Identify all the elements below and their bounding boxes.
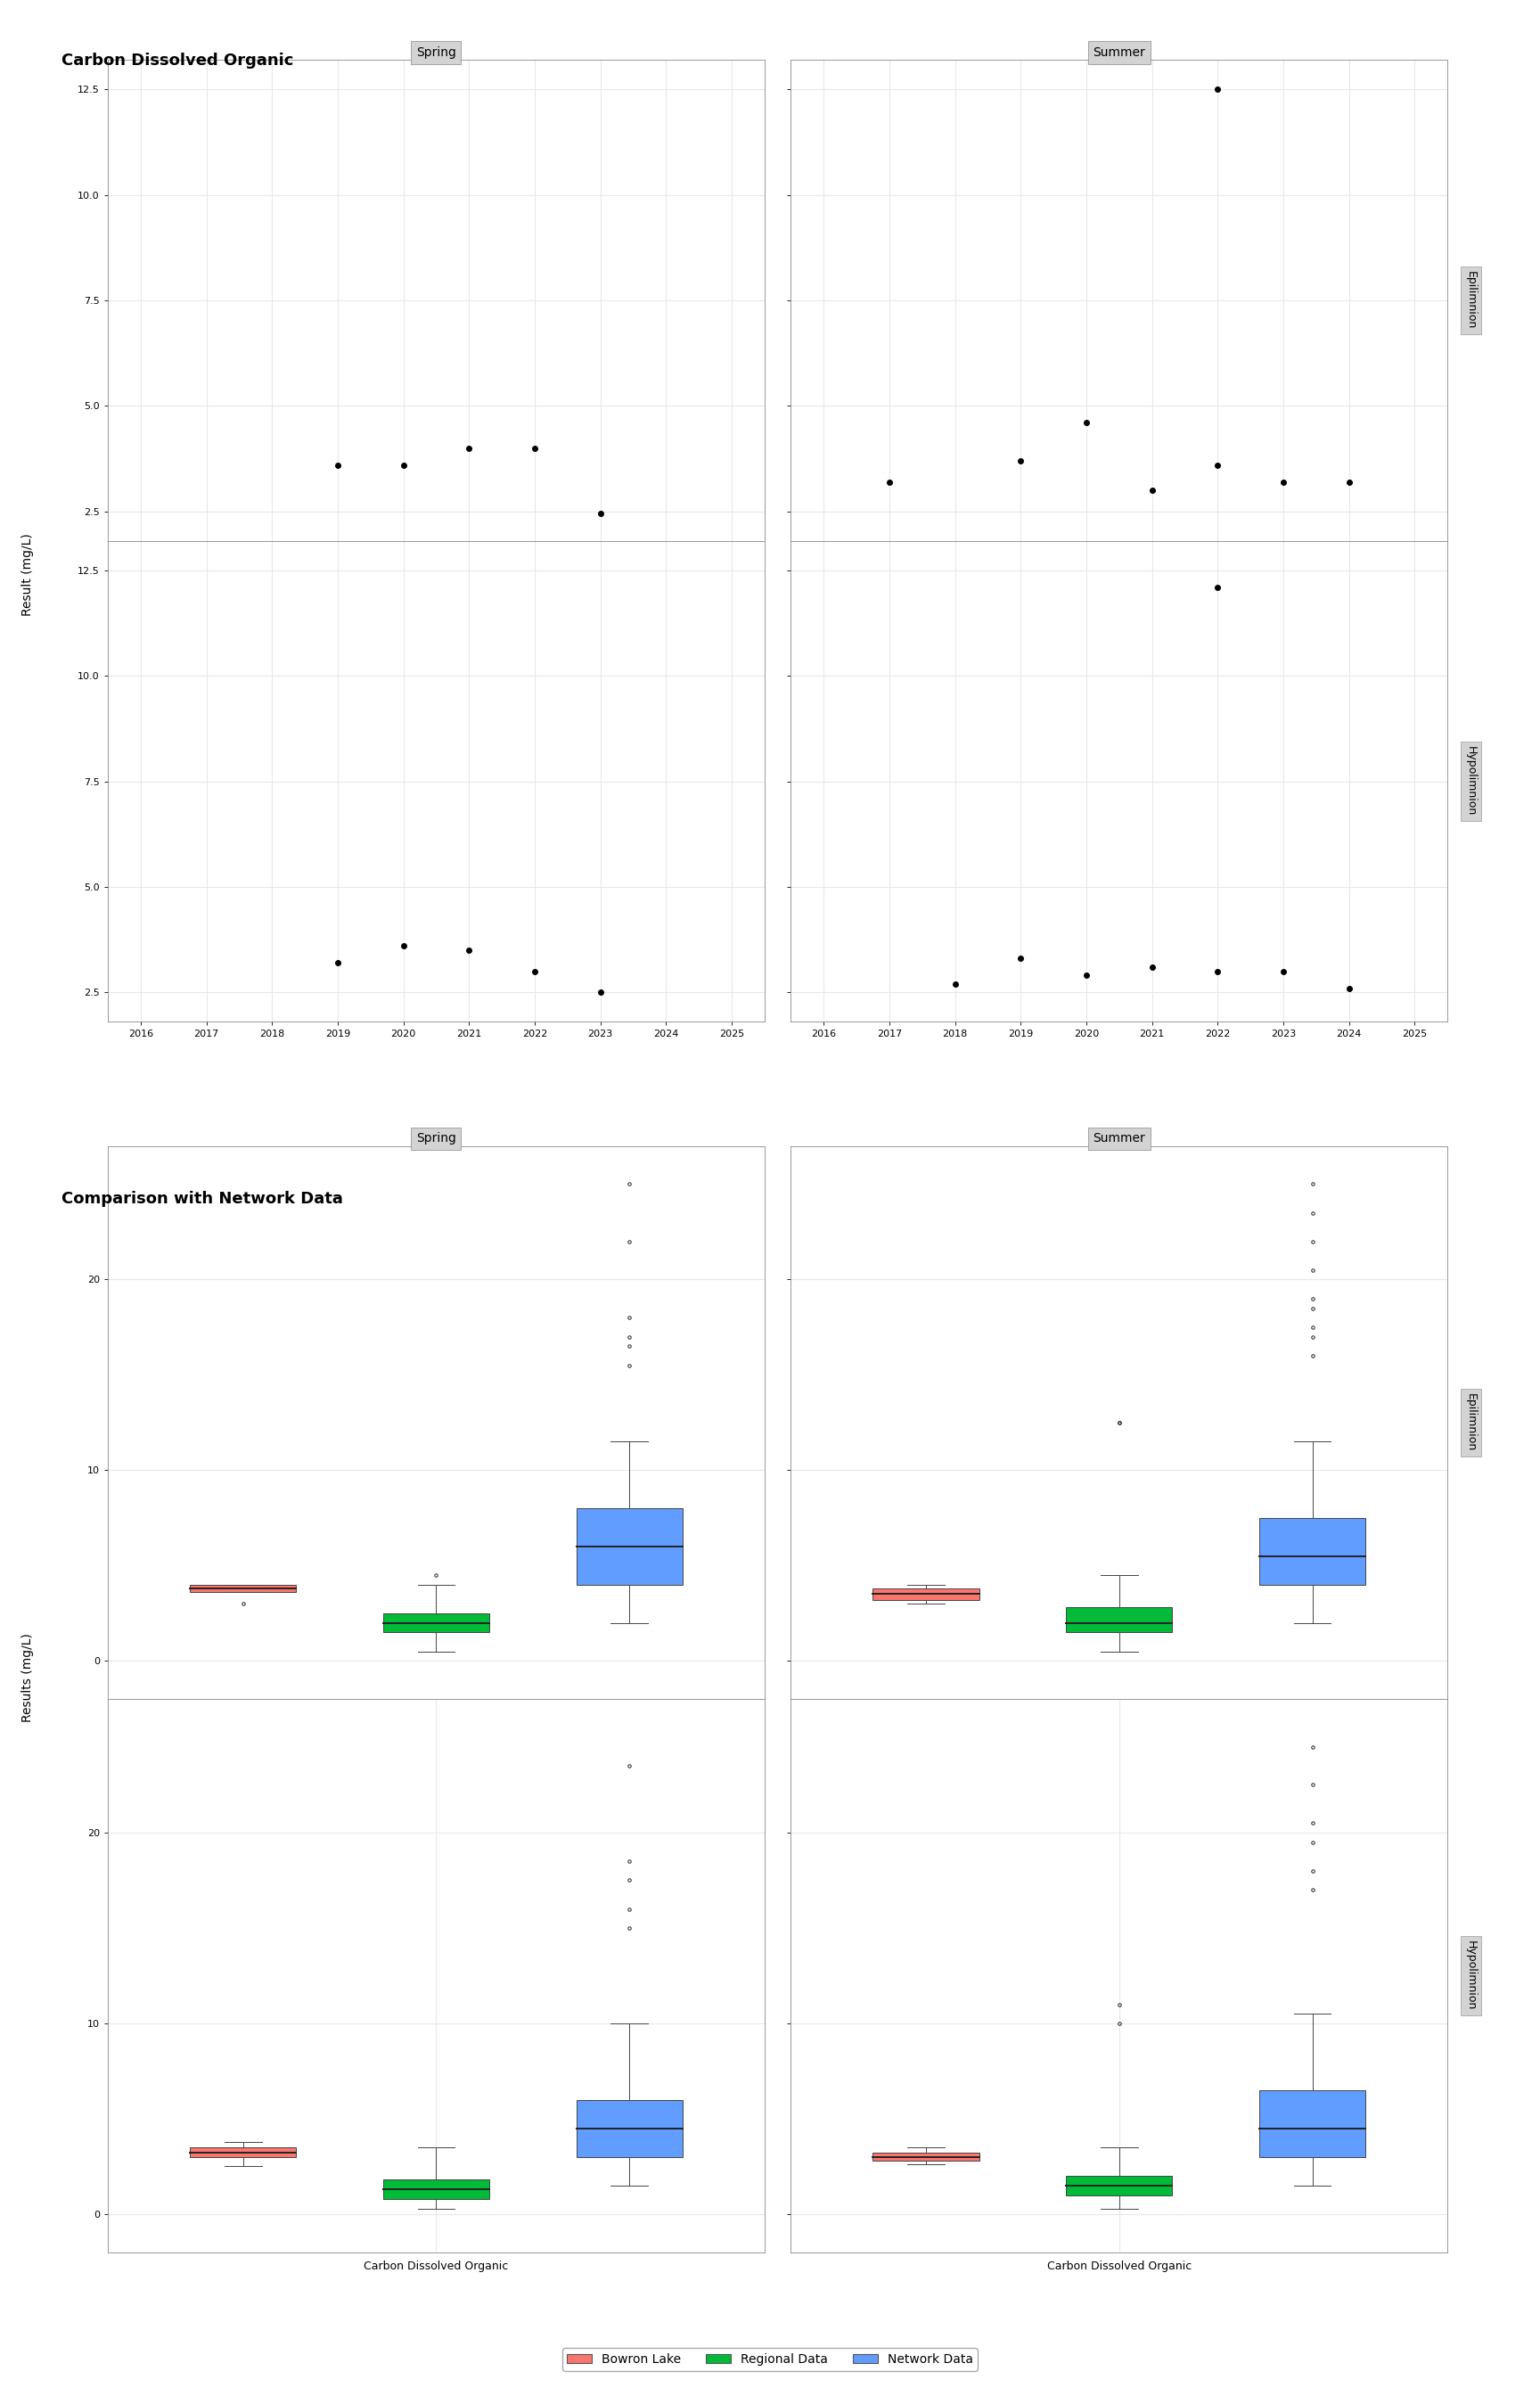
Y-axis label: Hypolimnion: Hypolimnion — [1465, 1941, 1477, 2010]
FancyBboxPatch shape — [1260, 2089, 1366, 2156]
Y-axis label: Epilimnion: Epilimnion — [1465, 1394, 1477, 1452]
FancyBboxPatch shape — [873, 1589, 979, 1601]
Title: Summer: Summer — [1093, 1133, 1146, 1145]
FancyBboxPatch shape — [383, 2180, 490, 2200]
Text: Comparison with Network Data: Comparison with Network Data — [62, 1191, 343, 1208]
Title: Summer: Summer — [1093, 46, 1146, 60]
FancyBboxPatch shape — [1066, 2176, 1172, 2195]
Y-axis label: Hypolimnion: Hypolimnion — [1465, 748, 1477, 817]
FancyBboxPatch shape — [576, 1509, 682, 1584]
FancyBboxPatch shape — [189, 2147, 296, 2156]
Text: Result (mg/L): Result (mg/L) — [22, 534, 34, 616]
Title: Spring: Spring — [416, 1133, 456, 1145]
Y-axis label: Epilimnion: Epilimnion — [1465, 271, 1477, 331]
FancyBboxPatch shape — [873, 2154, 979, 2161]
FancyBboxPatch shape — [1066, 1608, 1172, 1632]
FancyBboxPatch shape — [1260, 1519, 1366, 1584]
FancyBboxPatch shape — [383, 1613, 490, 1632]
Legend: Bowron Lake, Regional Data, Network Data: Bowron Lake, Regional Data, Network Data — [562, 2348, 978, 2370]
FancyBboxPatch shape — [189, 1584, 296, 1593]
FancyBboxPatch shape — [576, 2099, 682, 2156]
Text: Results (mg/L): Results (mg/L) — [22, 1632, 34, 1723]
Title: Spring: Spring — [416, 46, 456, 60]
Text: Carbon Dissolved Organic: Carbon Dissolved Organic — [62, 53, 294, 69]
